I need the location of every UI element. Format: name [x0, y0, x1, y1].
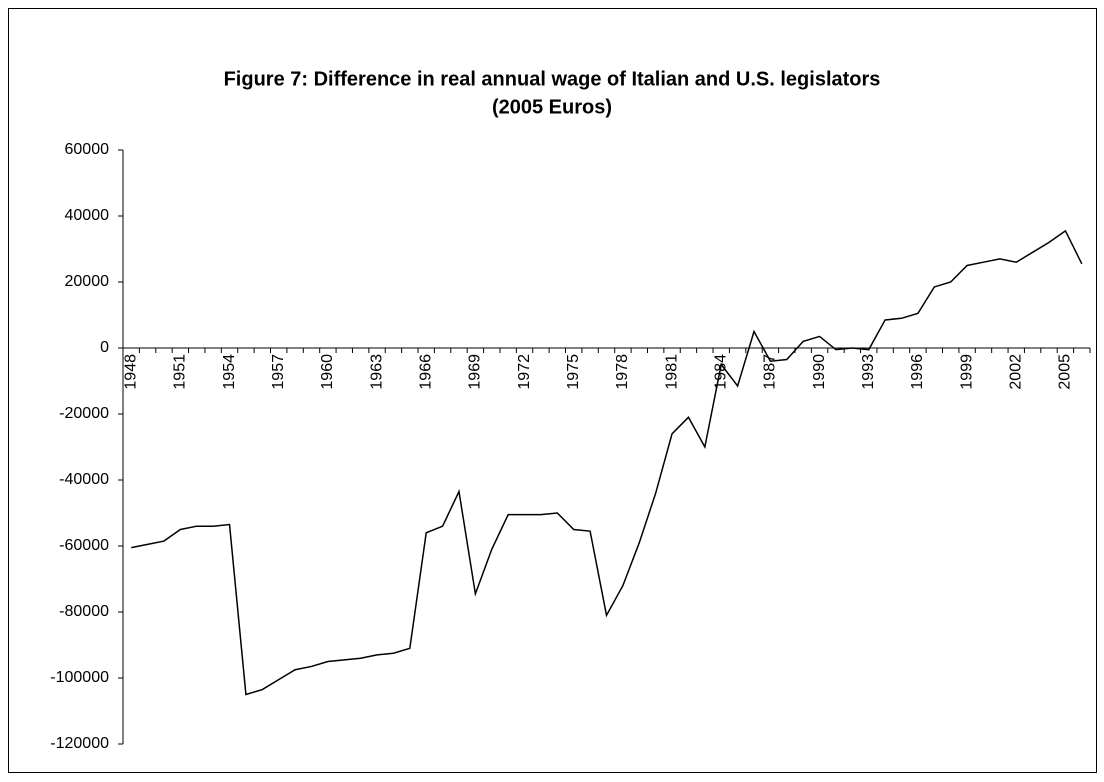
y-tick-label: -60000 — [59, 537, 109, 554]
x-tick-label: 1984 — [712, 354, 729, 390]
x-tick-label: 1990 — [811, 354, 828, 390]
chart-frame — [8, 8, 1097, 773]
y-tick-label: -120000 — [50, 735, 109, 752]
y-tick-label: -20000 — [59, 405, 109, 422]
x-tick-label: 1978 — [614, 354, 631, 390]
y-tick-label: -100000 — [50, 669, 109, 686]
x-tick-label: 1954 — [221, 354, 238, 390]
x-tick-label: 1981 — [663, 354, 680, 390]
x-tick-label: 1975 — [565, 354, 582, 390]
x-tick-label: 1960 — [319, 354, 336, 390]
chart-title: (2005 Euros) — [492, 96, 612, 118]
data-line — [131, 229, 1083, 696]
x-tick-label: 1966 — [417, 354, 434, 390]
x-tick-label: 2002 — [1007, 354, 1024, 390]
x-tick-label: 1951 — [172, 354, 189, 390]
x-tick-label: 1969 — [467, 354, 484, 390]
y-tick-label: 40000 — [65, 207, 110, 224]
chart-title: Figure 7: Difference in real annual wage… — [224, 68, 881, 90]
x-tick-label: 1963 — [368, 354, 385, 390]
y-tick-label: -40000 — [59, 471, 109, 488]
y-tick-label: -80000 — [59, 603, 109, 620]
x-tick-label: 1993 — [860, 354, 877, 390]
x-tick-label: 1948 — [122, 354, 139, 390]
x-tick-label: 1972 — [516, 354, 533, 390]
y-tick-label: 0 — [100, 339, 109, 356]
x-tick-label: 1987 — [762, 354, 779, 390]
x-tick-label: 1957 — [270, 354, 287, 390]
x-tick-label: 1996 — [909, 354, 926, 390]
x-tick-label: 1999 — [958, 354, 975, 390]
y-tick-label: 20000 — [65, 273, 110, 290]
y-tick-label: 60000 — [65, 141, 110, 158]
x-tick-label: 2005 — [1057, 354, 1074, 390]
